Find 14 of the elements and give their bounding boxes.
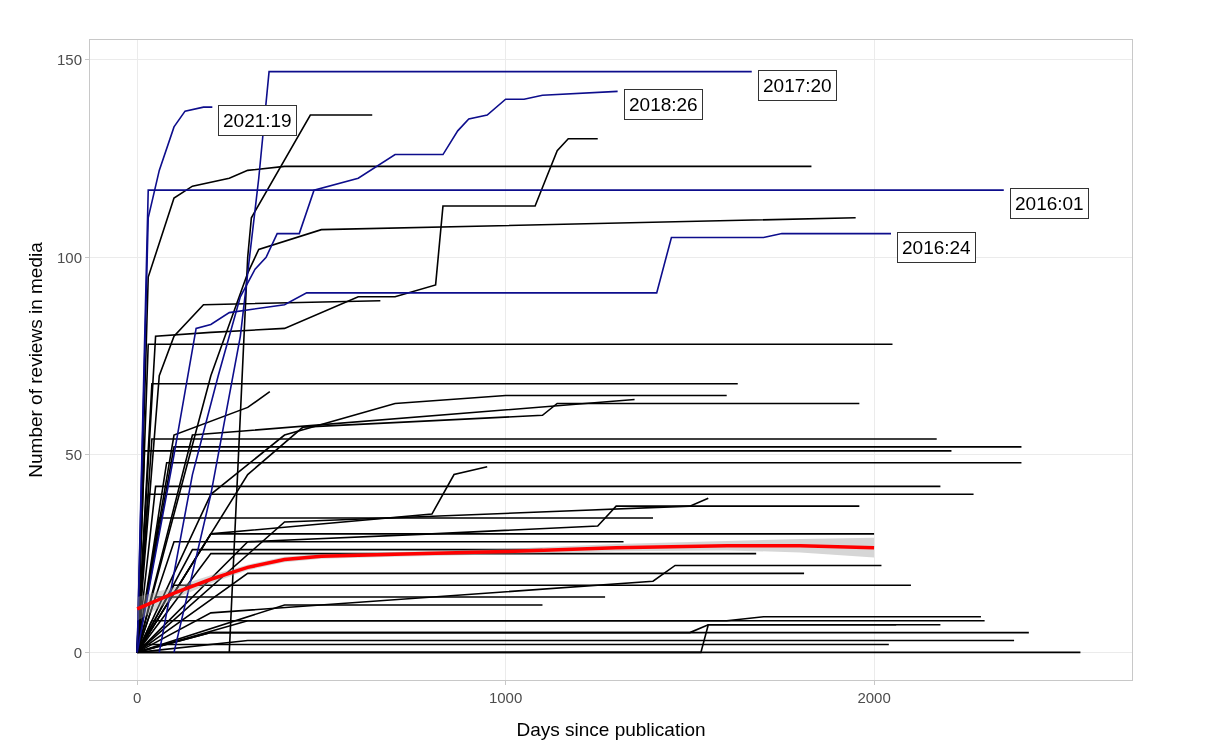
annotation: 2018:26 [629, 94, 698, 115]
y-tick-label: 150 [56, 51, 82, 68]
x-tick-label: 0 [132, 689, 142, 706]
y-tick-label: 0 [73, 643, 82, 661]
annotation: 2021:19 [223, 110, 292, 131]
annotation: 2016:24 [902, 237, 972, 258]
y-axis-title: Number of reviews in media [25, 241, 46, 478]
annotation: 2017:20 [763, 75, 832, 96]
x-tick-label: 1000 [488, 689, 523, 706]
annotation: 2016:01 [1015, 193, 1084, 214]
x-axis-title: Days since publication [516, 719, 706, 740]
y-tick-label: 100 [56, 248, 82, 266]
y-tick-label: 50 [65, 446, 82, 464]
x-tick-label: 2000 [857, 689, 891, 706]
